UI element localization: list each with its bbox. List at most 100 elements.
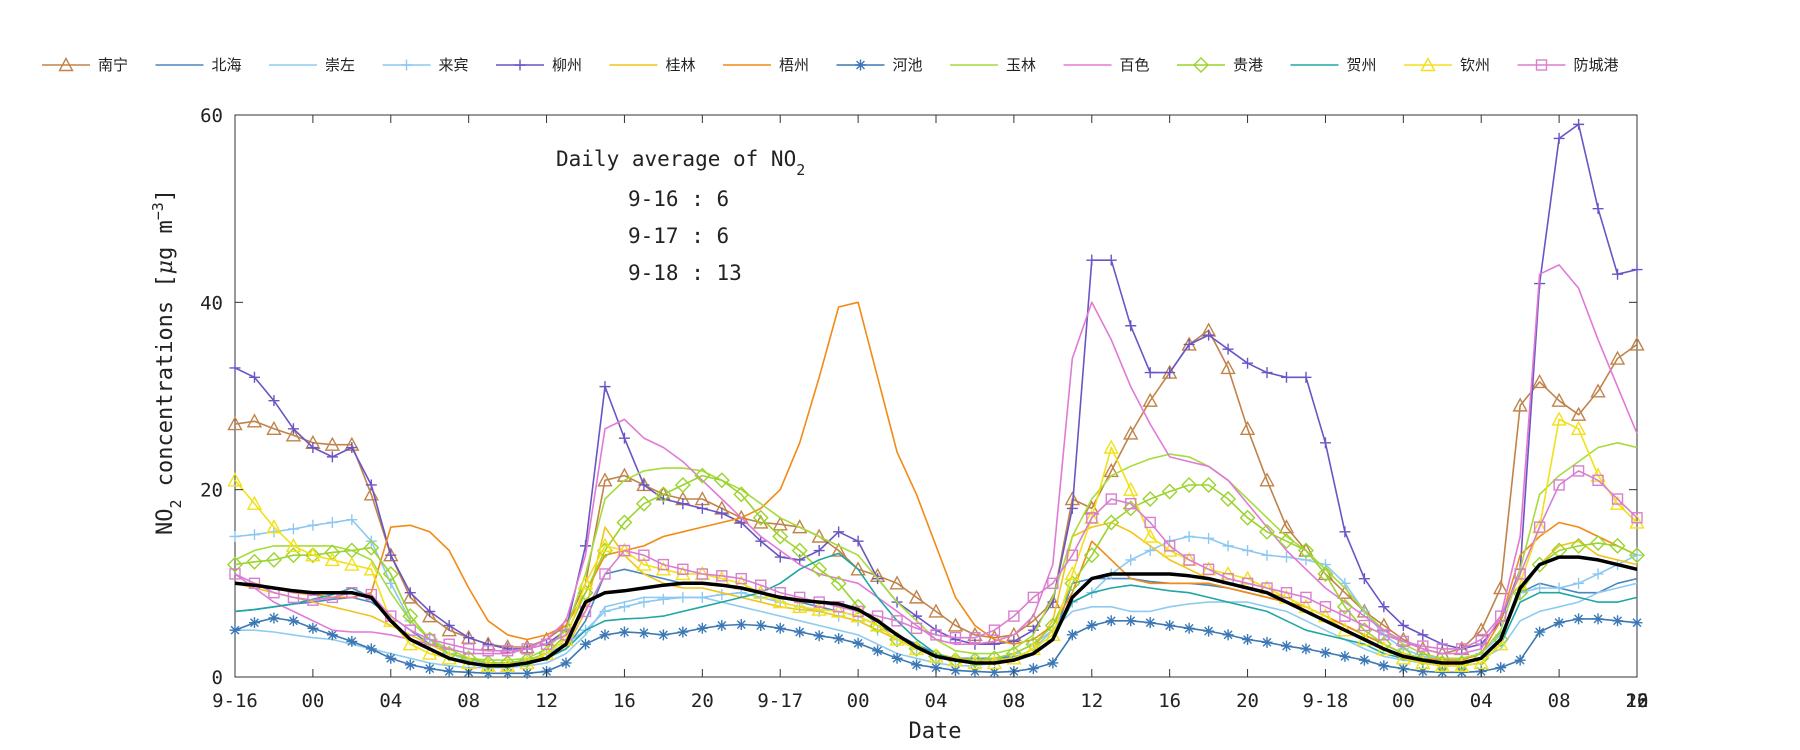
series-layer: [227, 118, 1645, 679]
data-point: [1202, 563, 1215, 575]
x-tick-label: 9-18: [1303, 690, 1349, 712]
data-point: [1512, 397, 1528, 412]
legend-item: 梧州: [723, 56, 809, 74]
data-point: [1573, 577, 1585, 589]
data-point: [1629, 547, 1645, 564]
data-point: [1417, 629, 1429, 641]
data-point: [852, 637, 864, 649]
data-point: [930, 629, 942, 641]
data-point: [1414, 650, 1431, 667]
data-point: [1592, 203, 1604, 215]
data-point: [1297, 542, 1314, 559]
data-point: [772, 528, 789, 545]
data-point: [638, 596, 650, 608]
data-point: [1631, 549, 1643, 561]
data-point: [482, 667, 494, 679]
data-point: [580, 540, 591, 552]
data-point: [227, 556, 243, 573]
data-point: [830, 603, 847, 618]
data-point: [441, 622, 457, 637]
data-point: [694, 467, 711, 484]
legend-label: 玉林: [1006, 56, 1036, 74]
data-point: [1123, 481, 1139, 496]
legend-label: 贺州: [1347, 56, 1377, 74]
data-point: [774, 622, 786, 634]
data-point: [1125, 554, 1137, 566]
data-point: [949, 664, 961, 676]
data-point: [1105, 254, 1117, 266]
data-point: [1319, 647, 1331, 659]
data-point: [1066, 629, 1078, 641]
data-point: [1358, 573, 1370, 585]
data-point: [443, 638, 455, 650]
data-point: [580, 638, 591, 650]
data-point: [246, 553, 263, 570]
data-point: [833, 526, 845, 538]
legend-label: 桂林: [666, 56, 696, 74]
data-point: [1142, 392, 1158, 407]
x-tick-label: 00: [1392, 690, 1415, 712]
data-point: [1395, 645, 1412, 662]
data-point: [811, 528, 827, 543]
data-point: [1300, 371, 1312, 383]
data-point: [1203, 625, 1215, 637]
data-point: [755, 579, 767, 591]
data-point: [655, 561, 672, 576]
data-point: [1183, 531, 1195, 542]
data-point: [1261, 367, 1273, 379]
data-point: [599, 629, 611, 641]
data-point: [657, 558, 670, 571]
series-line: [235, 301, 1638, 661]
data-point: [696, 568, 709, 580]
data-point: [1339, 526, 1351, 538]
data-point: [1456, 666, 1468, 678]
annotation-line-9-17: 9-17 : 6: [628, 224, 729, 248]
data-point: [1534, 626, 1546, 638]
data-point: [1456, 643, 1468, 655]
data-point: [794, 554, 806, 566]
data-point: [811, 601, 827, 616]
data-point: [1339, 650, 1351, 662]
legend-label: 百色: [1120, 56, 1150, 74]
data-point: [1493, 580, 1509, 595]
data-point: [402, 608, 419, 625]
data-point: [1397, 635, 1410, 648]
data-point: [229, 362, 241, 374]
data-point: [908, 589, 925, 604]
x-tick-label: 12: [1080, 690, 1103, 712]
data-point: [930, 662, 942, 674]
data-point: [344, 556, 360, 571]
data-point: [1590, 383, 1606, 398]
y-axis-ticks: 0 20 40 60: [200, 105, 1637, 689]
data-point: [229, 624, 241, 636]
data-point: [521, 667, 533, 679]
data-point: [636, 556, 652, 571]
legend-marker: [855, 59, 866, 71]
data-point: [1144, 617, 1156, 629]
data-point: [463, 632, 475, 644]
data-point: [248, 529, 260, 541]
data-point: [696, 622, 708, 634]
data-point: [227, 472, 243, 487]
data-point: [1631, 617, 1643, 629]
data-point: [618, 544, 631, 557]
data-point: [618, 626, 630, 638]
x-tick-label: 08: [457, 690, 480, 712]
legend-item: 玉林: [950, 56, 1036, 74]
data-point: [675, 565, 691, 581]
data-point: [1609, 537, 1626, 554]
data-point: [307, 519, 319, 531]
data-point: [1066, 502, 1078, 514]
data-point: [1514, 654, 1526, 666]
data-point: [792, 598, 808, 613]
legend-label: 崇左: [325, 56, 355, 74]
data-point: [1631, 512, 1643, 524]
x-tick-label: 9-16: [212, 690, 258, 712]
data-point: [1473, 654, 1489, 670]
data-point: [830, 542, 847, 557]
legend-item: 防城港: [1517, 56, 1619, 74]
series-柳州: [229, 118, 1643, 655]
data-point: [422, 645, 438, 660]
data-point: [248, 371, 260, 383]
x-axis-label: Date: [909, 719, 962, 744]
